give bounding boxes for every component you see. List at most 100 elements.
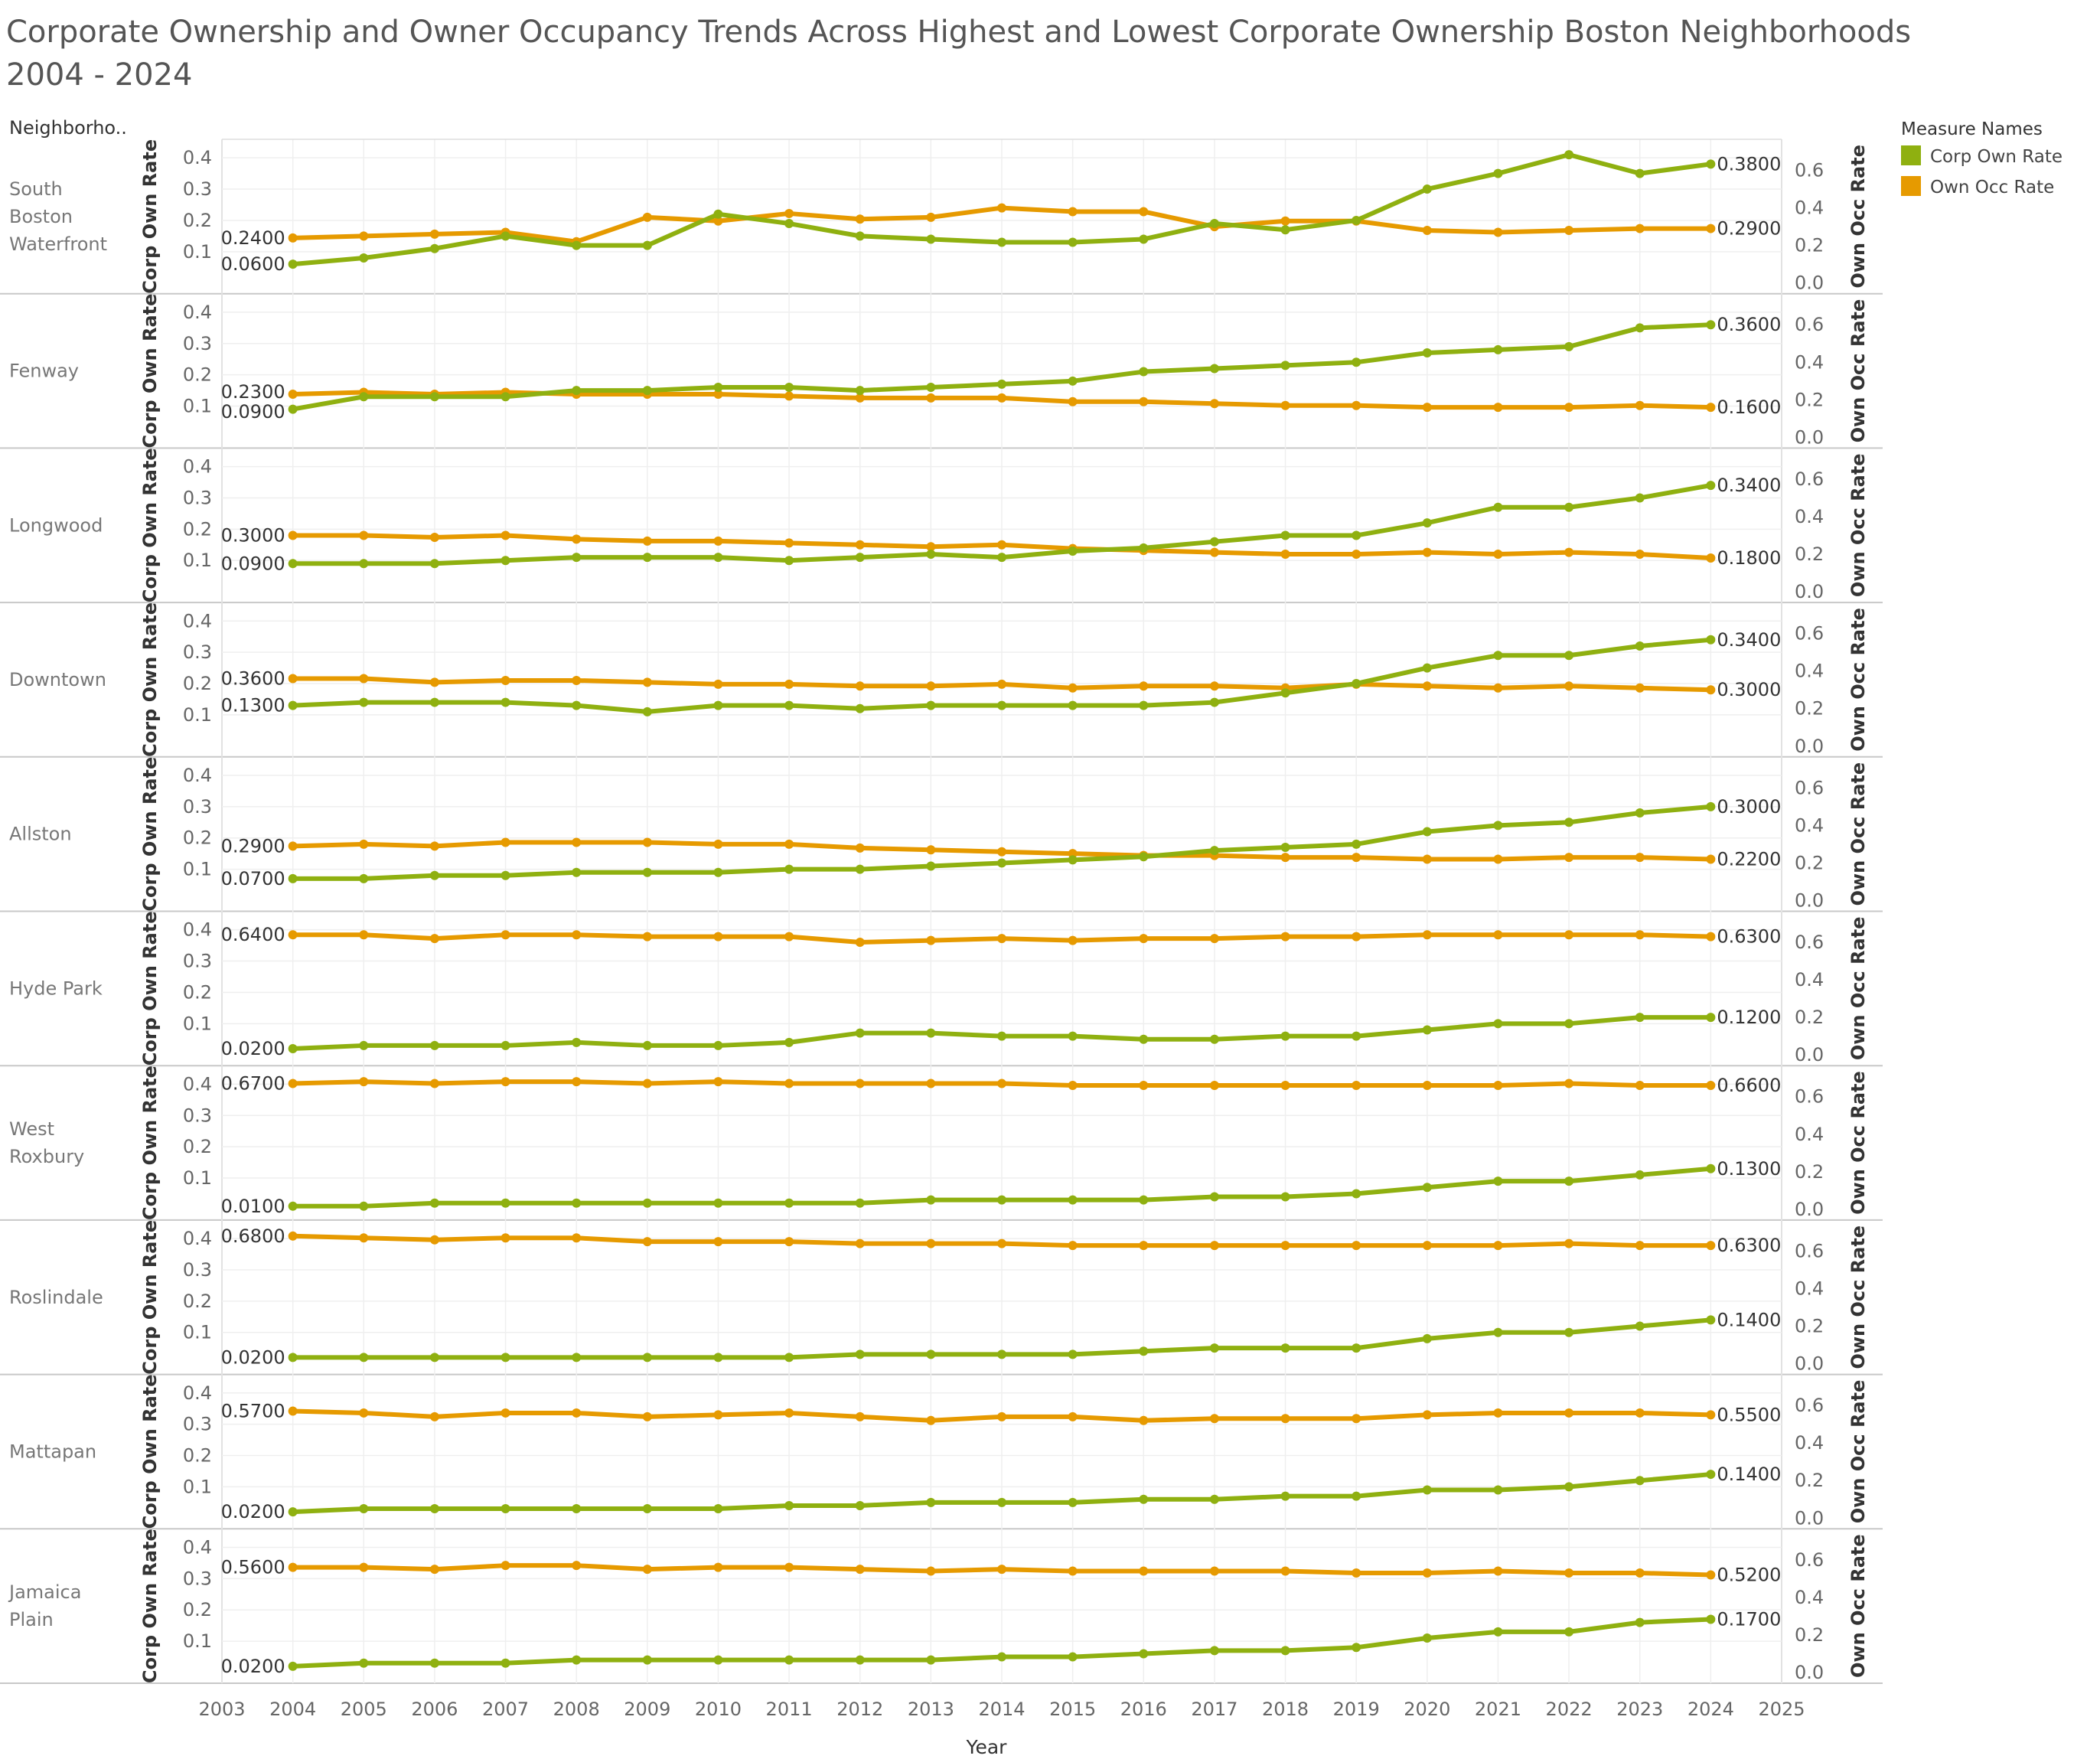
own-occ-point (1068, 1566, 1078, 1576)
corp-own-point (1564, 1176, 1574, 1186)
x-tick-label: 2025 (1758, 1699, 1805, 1720)
corp-own-point (501, 697, 510, 707)
left-axis-title: Corp Own Rate (139, 911, 161, 1066)
left-tick-label: 0.4 (183, 765, 212, 786)
corp-own-point (1422, 663, 1432, 673)
corp-own-point (359, 1658, 369, 1668)
left-axis-title: Corp Own Rate (139, 139, 161, 294)
occ-end-label: 0.5200 (1717, 1564, 1781, 1585)
own-occ-point (1280, 1414, 1290, 1424)
chart-title-line1: Corporate Ownership and Owner Occupancy … (6, 15, 1912, 50)
own-occ-point (1422, 1568, 1432, 1578)
occ-end-label: 0.6300 (1717, 1235, 1781, 1256)
own-occ-point (501, 1408, 510, 1418)
own-occ-point (1280, 1241, 1290, 1251)
own-occ-point (1209, 934, 1219, 944)
corp-end-label: 0.1400 (1717, 1464, 1781, 1485)
right-tick-label: 0.2 (1795, 543, 1824, 565)
own-occ-point (713, 1077, 723, 1087)
own-occ-point (1352, 400, 1361, 410)
own-occ-point (288, 233, 298, 243)
left-tick-label: 0.2 (183, 364, 212, 386)
corp-own-point (1493, 821, 1503, 831)
corp-own-point (1706, 801, 1716, 811)
own-occ-point (1564, 547, 1574, 557)
own-occ-point (1493, 550, 1503, 560)
legend-swatch (1901, 145, 1921, 165)
own-occ-point (855, 214, 865, 224)
left-tick-label: 0.3 (183, 1105, 212, 1126)
right-axis-title: Own Occ Rate (1847, 608, 1869, 752)
own-occ-point (642, 1411, 652, 1421)
left-axis-title: Corp Own Rate (139, 448, 161, 602)
own-occ-point (1352, 1414, 1361, 1424)
corp-own-point (1280, 361, 1290, 370)
legend-item[interactable]: Own Occ Rate (1901, 176, 2054, 197)
corp-own-point (359, 1353, 369, 1362)
corp-own-point (288, 259, 298, 269)
own-occ-point (1706, 553, 1716, 563)
corp-own-point (1564, 150, 1574, 160)
corp-own-point (1635, 1170, 1645, 1180)
corp-own-point (359, 559, 369, 569)
own-occ-point (1635, 1241, 1645, 1251)
own-occ-point (1706, 1410, 1716, 1420)
corp-own-point (1564, 817, 1574, 827)
own-occ-point (855, 540, 865, 550)
corp-own-point (926, 700, 936, 710)
corp-own-point (997, 1031, 1006, 1041)
left-tick-label: 0.1 (183, 1013, 212, 1034)
own-occ-point (1280, 1081, 1290, 1091)
corp-own-point (784, 700, 794, 710)
right-tick-label: 0.2 (1795, 1624, 1824, 1646)
corp-own-point (1280, 530, 1290, 540)
corp-own-point (288, 404, 298, 414)
corp-own-point (429, 1353, 439, 1362)
x-tick-label: 2012 (836, 1699, 883, 1720)
corp-own-point (713, 1655, 723, 1665)
own-occ-point (1352, 932, 1361, 942)
left-tick-label: 0.1 (183, 859, 212, 880)
right-tick-label: 0.6 (1795, 1395, 1824, 1416)
corp-own-point (1493, 1327, 1503, 1337)
corp-own-point (1209, 364, 1219, 374)
corp-own-point (926, 1497, 936, 1507)
own-occ-point (359, 930, 369, 940)
own-occ-point (855, 681, 865, 691)
left-tick-label: 0.2 (183, 518, 212, 540)
right-tick-label: 0.4 (1795, 506, 1824, 527)
corp-own-point (1352, 1643, 1361, 1653)
x-tick-label: 2014 (978, 1699, 1025, 1720)
own-occ-point (1280, 932, 1290, 942)
legend[interactable]: Measure Names Corp Own Rate Own Occ Rate (1901, 119, 2062, 197)
legend-item[interactable]: Corp Own Rate (1901, 145, 2062, 167)
corp-end-label: 0.1400 (1717, 1309, 1781, 1330)
corp-own-point (1352, 839, 1361, 849)
corp-own-point (642, 386, 652, 396)
own-occ-point (1635, 1408, 1645, 1418)
own-occ-point (1706, 1570, 1716, 1580)
corp-own-point (1493, 1485, 1503, 1495)
own-occ-point (359, 1233, 369, 1243)
right-axis-title: Own Occ Rate (1847, 1380, 1869, 1524)
occ-start-label: 0.5700 (221, 1400, 285, 1421)
x-tick-label: 2015 (1049, 1699, 1096, 1720)
corp-own-point (572, 1655, 582, 1665)
own-occ-point (288, 1231, 298, 1241)
corp-own-point (288, 1201, 298, 1211)
right-tick-label: 0.4 (1795, 1432, 1824, 1454)
left-tick-label: 0.3 (183, 487, 212, 508)
left-tick-label: 0.2 (183, 1599, 212, 1620)
occ-start-label: 0.5600 (221, 1557, 285, 1578)
own-occ-point (713, 389, 723, 399)
corp-own-point (572, 240, 582, 250)
own-occ-point (784, 538, 794, 548)
corp-own-point (1068, 1031, 1078, 1041)
own-occ-point (784, 391, 794, 401)
own-occ-point (926, 935, 936, 945)
right-axis-title: Own Occ Rate (1847, 1534, 1869, 1678)
corp-own-point (1493, 1019, 1503, 1029)
corp-own-point (713, 700, 723, 710)
own-occ-point (429, 1565, 439, 1575)
right-tick-label: 0.0 (1795, 736, 1824, 757)
